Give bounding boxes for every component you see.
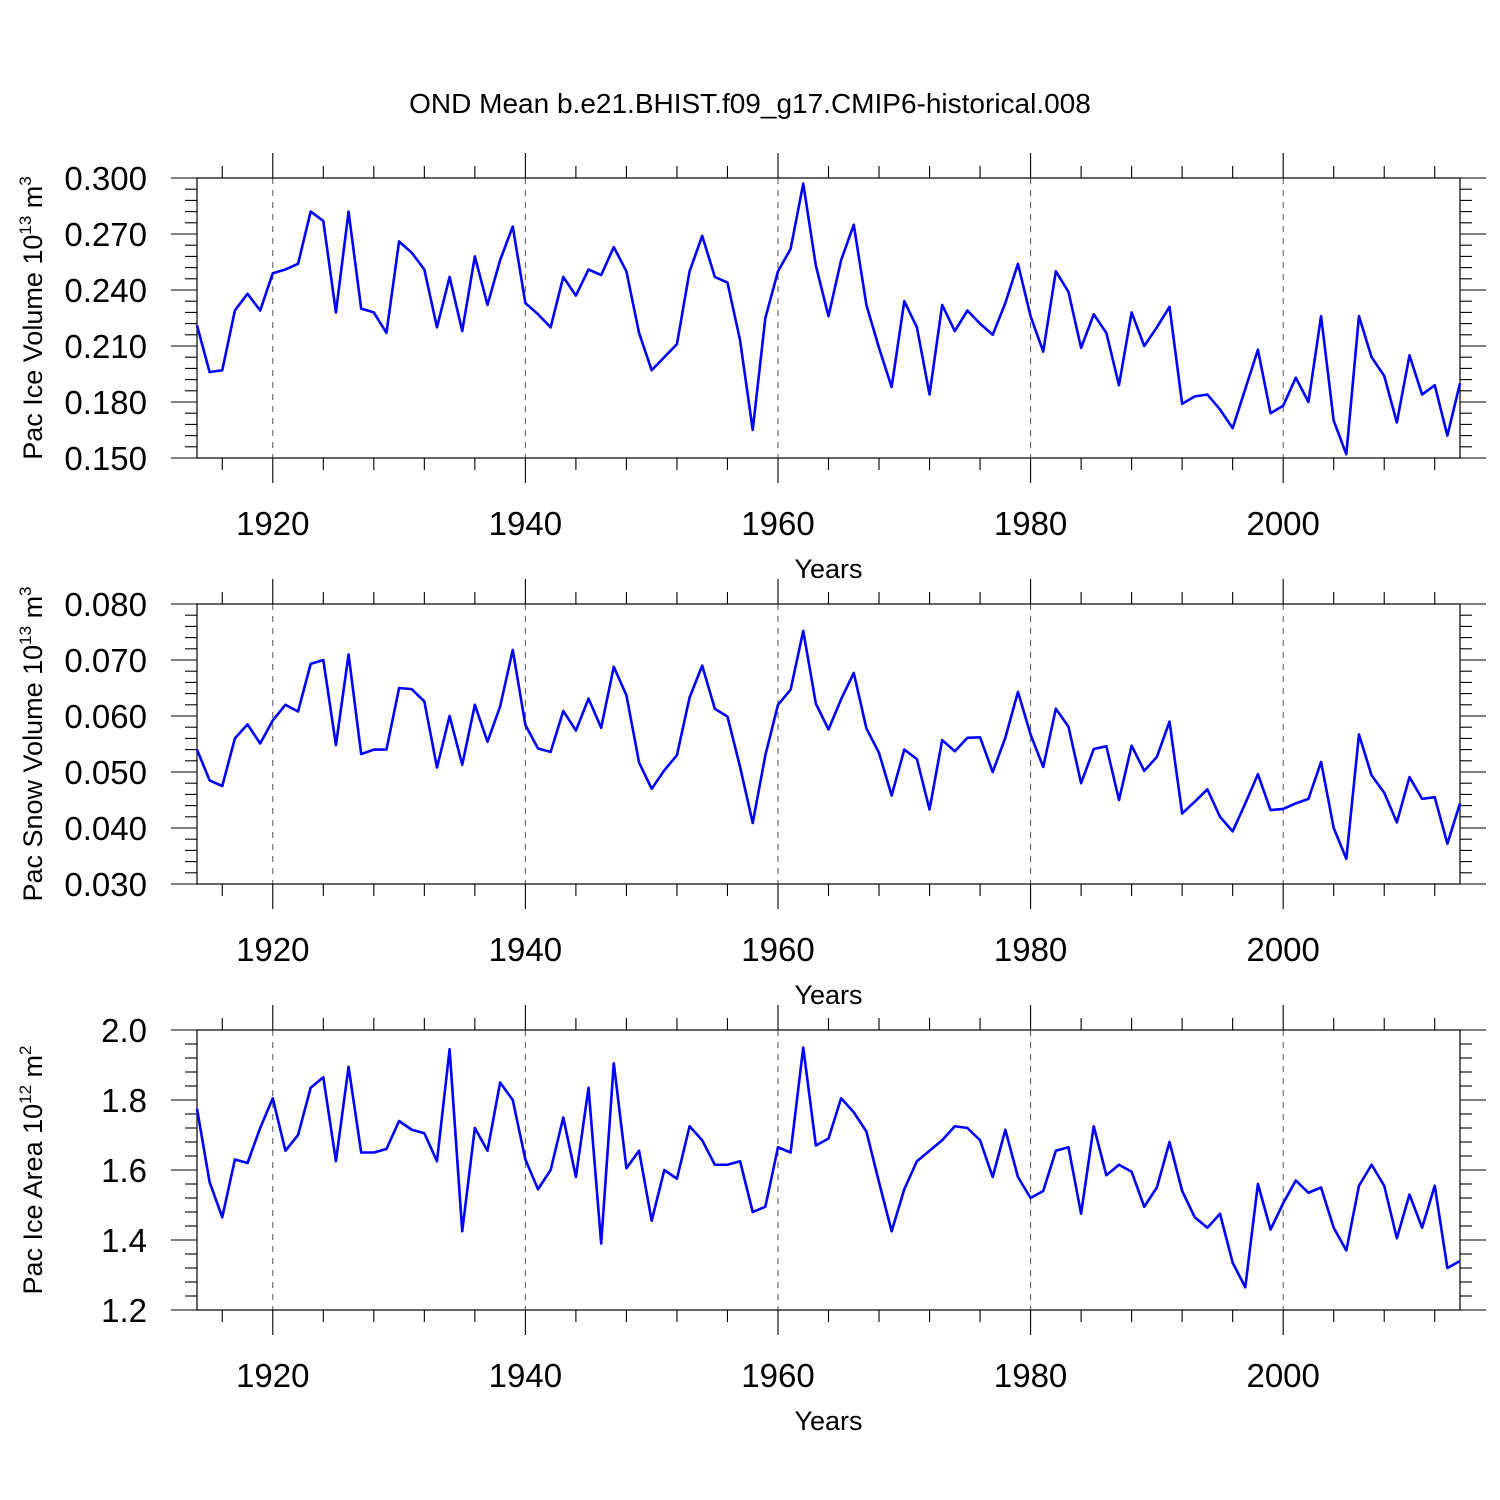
- y-axis-label: Pac Ice Area 1012 m2: [16, 1045, 48, 1294]
- y-axis-label-ylabel-unit: m: [18, 186, 48, 216]
- panel-1: 0.150 0.180 0.210 0.240 0.270 0.300 1920 1940 19…: [16, 153, 1486, 584]
- series-line-pac-ice-volume: [195, 182, 1462, 456]
- x-axis-label: Years: [794, 980, 862, 1010]
- y-tick-label: 1.8: [101, 1082, 147, 1119]
- y-tick-label: 0.070: [64, 642, 147, 679]
- y-tick-label: 0.080: [64, 586, 147, 623]
- x-tick-label-1980: 1980: [994, 1357, 1067, 1394]
- panels: 0.150 0.180 0.210 0.240 0.270 0.300 1920 1940 19…: [16, 153, 1486, 1436]
- y-tick-label: 0.040: [64, 810, 147, 847]
- y-tick-label: 0.270: [64, 216, 147, 253]
- y-axis-label-ylabel: Pac Ice Area 10: [18, 1104, 48, 1295]
- x-tick-label-1940: 1940: [489, 1357, 562, 1394]
- y-axis-label: Pac Snow Volume 1013 m3: [16, 586, 48, 901]
- y-tick-label: 1.2: [101, 1292, 147, 1329]
- x-tick-label-1980: 1980: [994, 931, 1067, 968]
- y-tick-label: 1.6: [101, 1152, 147, 1189]
- x-tick-label-1960: 1960: [741, 931, 814, 968]
- y-axis-label-ylabel-exp: 12: [16, 1085, 35, 1104]
- plot-frame: [196, 603, 1461, 885]
- y-tick-label: 0.210: [64, 328, 147, 365]
- x-tick-label-1920: 1920: [236, 1357, 309, 1394]
- series-line-pac-snow-volume: [195, 629, 1462, 861]
- y-tick-label: 0.150: [64, 440, 147, 477]
- x-tick-label-1940: 1940: [489, 931, 562, 968]
- y-axis-label-ylabel: Pac Ice Volume 10: [18, 235, 48, 460]
- x-axis-label: Years: [794, 554, 862, 584]
- y-tick-label: 0.240: [64, 272, 147, 309]
- y-axis-label-ylabel-unit-exp: 2: [16, 1045, 35, 1054]
- y-axis-label-ylabel-exp: 13: [16, 216, 35, 235]
- y-axis-label-ylabel-exp: 13: [16, 626, 35, 645]
- plot-frame: [196, 1029, 1461, 1311]
- y-tick-label: 1.4: [101, 1222, 147, 1259]
- x-tick-label-1940: 1940: [489, 505, 562, 542]
- y-axis-label-ylabel-unit-exp: 3: [16, 586, 35, 595]
- x-tick-label-1980: 1980: [994, 505, 1067, 542]
- x-axis-label: Years: [794, 1406, 862, 1436]
- x-tick-label-1920: 1920: [236, 931, 309, 968]
- panel-2: 0.030 0.040 0.050 0.060 0.070 0.080 1920 1940 19…: [16, 579, 1486, 1010]
- x-tick-label-2000: 2000: [1246, 1357, 1319, 1394]
- x-tick-label-2000: 2000: [1246, 505, 1319, 542]
- y-tick-label: 0.060: [64, 698, 147, 735]
- x-tick-label-1960: 1960: [741, 505, 814, 542]
- y-tick-label: 0.300: [64, 160, 147, 197]
- x-tick-label-1960: 1960: [741, 1357, 814, 1394]
- y-tick-label: 0.050: [64, 754, 147, 791]
- y-tick-label: 0.030: [64, 866, 147, 903]
- y-axis-label-ylabel-unit-exp: 3: [16, 176, 35, 185]
- y-axis-label: Pac Ice Volume 1013 m3: [16, 176, 48, 460]
- y-axis-label-ylabel-unit: m: [18, 596, 48, 626]
- y-tick-label: 0.180: [64, 384, 147, 421]
- y-axis-label-ylabel-unit: m: [18, 1055, 48, 1085]
- series-line-pac-ice-area: [195, 1046, 1461, 1289]
- figure-title: OND Mean b.e21.BHIST.f09_g17.CMIP6-histo…: [409, 88, 1091, 119]
- plot-frame: [196, 177, 1461, 459]
- y-axis-label-ylabel: Pac Snow Volume 10: [18, 645, 48, 902]
- panel-3: 1.2 1.4 1.6 1.8 2.0 1920 1940 1960 1980 2000 Years…: [16, 1005, 1486, 1436]
- y-tick-label: 2.0: [101, 1012, 147, 1049]
- x-tick-label-2000: 2000: [1246, 931, 1319, 968]
- x-tick-label-1920: 1920: [236, 505, 309, 542]
